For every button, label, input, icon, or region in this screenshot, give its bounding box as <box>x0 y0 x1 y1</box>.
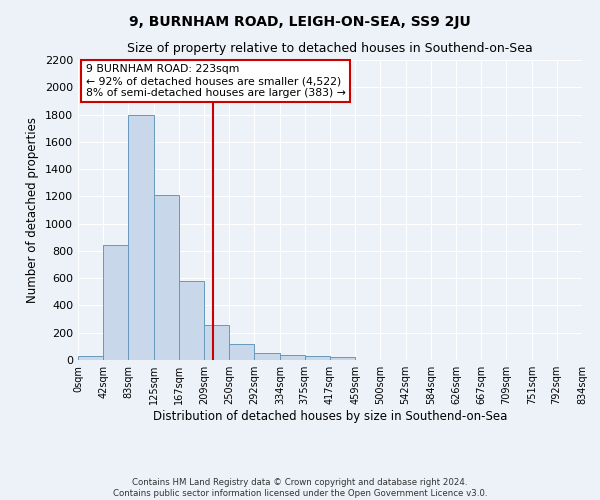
Bar <box>254 353 280 360</box>
X-axis label: Distribution of detached houses by size in Southend-on-Sea: Distribution of detached houses by size … <box>153 410 507 423</box>
Bar <box>330 358 355 360</box>
Title: Size of property relative to detached houses in Southend-on-Sea: Size of property relative to detached ho… <box>127 42 533 54</box>
Y-axis label: Number of detached properties: Number of detached properties <box>26 117 40 303</box>
Text: 9 BURNHAM ROAD: 223sqm
← 92% of detached houses are smaller (4,522)
8% of semi-d: 9 BURNHAM ROAD: 223sqm ← 92% of detached… <box>86 64 346 98</box>
Bar <box>229 344 254 360</box>
Bar <box>305 356 330 360</box>
Bar <box>103 246 128 360</box>
Text: Contains HM Land Registry data © Crown copyright and database right 2024.
Contai: Contains HM Land Registry data © Crown c… <box>113 478 487 498</box>
Bar <box>154 195 179 360</box>
Bar <box>78 356 103 360</box>
Bar <box>128 114 154 360</box>
Bar <box>179 281 205 360</box>
Bar <box>280 355 305 360</box>
Text: 9, BURNHAM ROAD, LEIGH-ON-SEA, SS9 2JU: 9, BURNHAM ROAD, LEIGH-ON-SEA, SS9 2JU <box>129 15 471 29</box>
Bar <box>205 325 229 360</box>
